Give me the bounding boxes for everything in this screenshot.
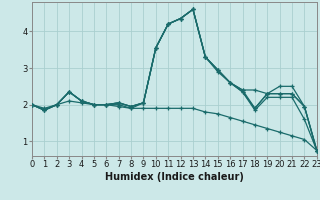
X-axis label: Humidex (Indice chaleur): Humidex (Indice chaleur) [105, 172, 244, 182]
